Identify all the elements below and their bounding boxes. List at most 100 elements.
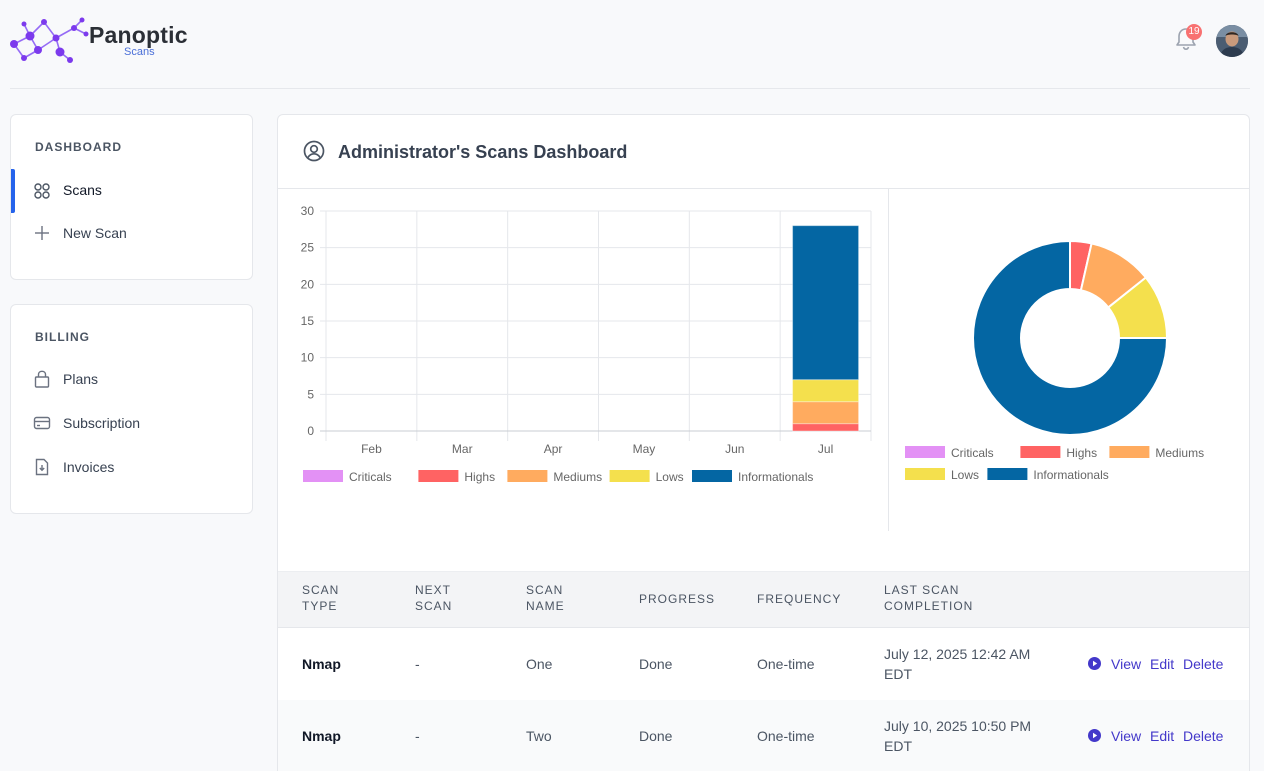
delete-link[interactable]: Delete: [1183, 728, 1224, 744]
y-tick-label: 20: [301, 277, 315, 291]
panoptic-logo[interactable]: [8, 16, 198, 66]
legend-label: Highs: [464, 470, 495, 484]
active-indicator: [11, 169, 15, 213]
sidebar-item-plans[interactable]: Plans: [11, 361, 252, 397]
legend-label: Mediums: [553, 470, 602, 484]
x-tick-label: Mar: [452, 442, 473, 456]
cell-next-scan: -: [415, 656, 420, 672]
x-tick-label: May: [633, 442, 656, 456]
cell-next-scan: -: [415, 728, 420, 744]
y-tick-label: 30: [301, 204, 315, 218]
bar-segment-lows: [792, 379, 860, 403]
cell-scan-name: One: [526, 656, 553, 672]
donut-slice-informationals: [972, 239, 1169, 436]
sidebar-item-label: Plans: [63, 371, 99, 387]
sidebar-dashboard-card: DASHBOARD Scans New Scan: [10, 114, 253, 280]
cell-last-completion: July 10, 2025 10:50 PM EDT: [884, 718, 1032, 754]
x-tick-label: Feb: [361, 442, 382, 456]
column-header-scan-type[interactable]: SCAN TYPE: [302, 583, 340, 613]
sidebar-billing-card: BILLING Plans Subscription Invoices: [10, 304, 253, 514]
edit-link[interactable]: Edit: [1150, 728, 1175, 744]
column-header-next-scan[interactable]: NEXT SCAN: [415, 583, 453, 613]
plus-icon: [33, 224, 51, 242]
legend-label: Informationals: [738, 470, 813, 484]
legend-swatch: [987, 468, 1028, 480]
legend-swatch: [507, 470, 548, 482]
x-tick-label: Apr: [544, 442, 563, 456]
sidebar-item-new-scan[interactable]: New Scan: [11, 215, 252, 251]
table-row: Nmap - One Done One-time July 12, 2025 1…: [278, 628, 1249, 700]
sidebar-item-label: New Scan: [63, 225, 127, 241]
user-avatar[interactable]: [1216, 25, 1248, 57]
sidebar-item-label: Subscription: [63, 415, 141, 431]
invoice-icon: [33, 458, 51, 476]
sidebar-item-label: Scans: [63, 182, 102, 198]
y-tick-label: 10: [301, 351, 315, 365]
sidebar-item-invoices[interactable]: Invoices: [11, 449, 252, 485]
donut-chart: Criticals Highs Mediums Lows Informationals: [905, 239, 1204, 482]
legend-label: Criticals: [349, 470, 392, 484]
edit-link[interactable]: Edit: [1150, 656, 1175, 672]
legend-swatch: [1020, 446, 1061, 458]
legend-swatch: [905, 446, 945, 458]
legend-label: Informationals: [1033, 468, 1108, 482]
legend-label: Lows: [951, 468, 979, 482]
y-tick-label: 25: [301, 241, 315, 255]
user-circle-icon: [303, 140, 325, 162]
legend-label: Lows: [656, 470, 684, 484]
legend-swatch: [1109, 446, 1150, 458]
chart-divider: [888, 189, 889, 531]
legend-label: Highs: [1066, 446, 1097, 460]
cell-progress: Done: [639, 656, 673, 672]
legend-swatch: [418, 470, 459, 482]
sidebar-billing-heading: BILLING: [35, 330, 90, 344]
sidebar-item-subscription[interactable]: Subscription: [11, 405, 252, 441]
cell-frequency: One-time: [757, 728, 815, 744]
bar-segment-highs: [792, 423, 860, 432]
play-circle-icon[interactable]: [1088, 657, 1101, 670]
scans-table-header: SCAN TYPE NEXT SCAN SCAN NAME PROGRESS FREQ…: [278, 571, 1249, 628]
cell-progress: Done: [639, 728, 673, 744]
grid-icon: [33, 182, 51, 200]
table-row: Nmap - Two Done One-time July 10, 2025 1…: [278, 700, 1249, 771]
bag-icon: [33, 370, 51, 388]
legend-swatch: [609, 470, 650, 482]
cell-last-completion: July 12, 2025 12:42 AM EDT: [884, 646, 1031, 682]
y-tick-label: 5: [307, 387, 314, 401]
legend-label: Mediums: [1155, 446, 1204, 460]
cell-frequency: One-time: [757, 656, 815, 672]
view-link[interactable]: View: [1111, 728, 1142, 744]
header-divider: [10, 88, 1250, 89]
view-link[interactable]: View: [1111, 656, 1142, 672]
cell-scan-name: Two: [526, 728, 552, 744]
x-tick-label: Jun: [725, 442, 744, 456]
y-tick-label: 15: [301, 314, 315, 328]
top-header: Panoptic Scans 19: [0, 0, 1264, 90]
legend-swatch: [303, 470, 343, 482]
network-logo-icon: [10, 17, 89, 63]
bar-segment-informationals: [792, 225, 860, 381]
delete-link[interactable]: Delete: [1183, 656, 1224, 672]
page-title: Administrator's Scans Dashboard: [338, 142, 628, 162]
x-tick-label: Jul: [818, 442, 833, 456]
sidebar-item-scans[interactable]: Scans: [11, 169, 252, 213]
bar-segment-mediums: [792, 401, 860, 425]
play-circle-icon[interactable]: [1088, 729, 1101, 742]
legend-label: Criticals: [951, 446, 994, 460]
sidebar-dashboard-heading: DASHBOARD: [35, 140, 122, 154]
credit-card-icon: [33, 414, 51, 432]
title-divider: [278, 188, 1249, 189]
sidebar-item-label: Invoices: [63, 459, 115, 475]
dashboard-panel: Administrator's Scans Dashboard 0 5 10 15 20…: [277, 114, 1250, 771]
column-header-progress[interactable]: PROGRESS: [639, 592, 716, 606]
legend-swatch: [692, 470, 732, 482]
column-header-frequency[interactable]: FREQUENCY: [757, 592, 842, 606]
column-header-last-scan-completion[interactable]: LAST SCAN COMPLETION: [884, 583, 974, 613]
cell-scan-type: Nmap: [302, 656, 341, 672]
brand-name: Panoptic: [89, 22, 188, 48]
brand-subtitle: Scans: [124, 46, 155, 58]
column-header-scan-name[interactable]: SCAN NAME: [526, 583, 565, 613]
cell-scan-type: Nmap: [302, 728, 341, 744]
legend-swatch: [905, 468, 945, 480]
notification-count-badge: 19: [1186, 24, 1202, 40]
